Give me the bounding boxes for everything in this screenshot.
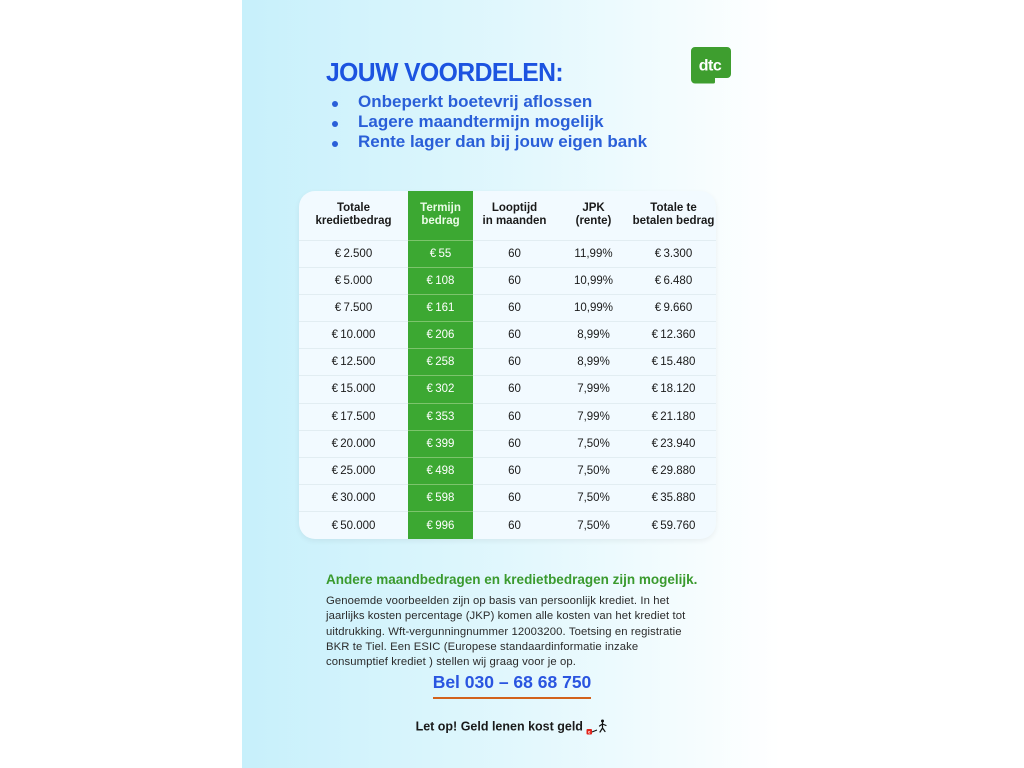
svg-text:dtc: dtc <box>699 58 722 75</box>
